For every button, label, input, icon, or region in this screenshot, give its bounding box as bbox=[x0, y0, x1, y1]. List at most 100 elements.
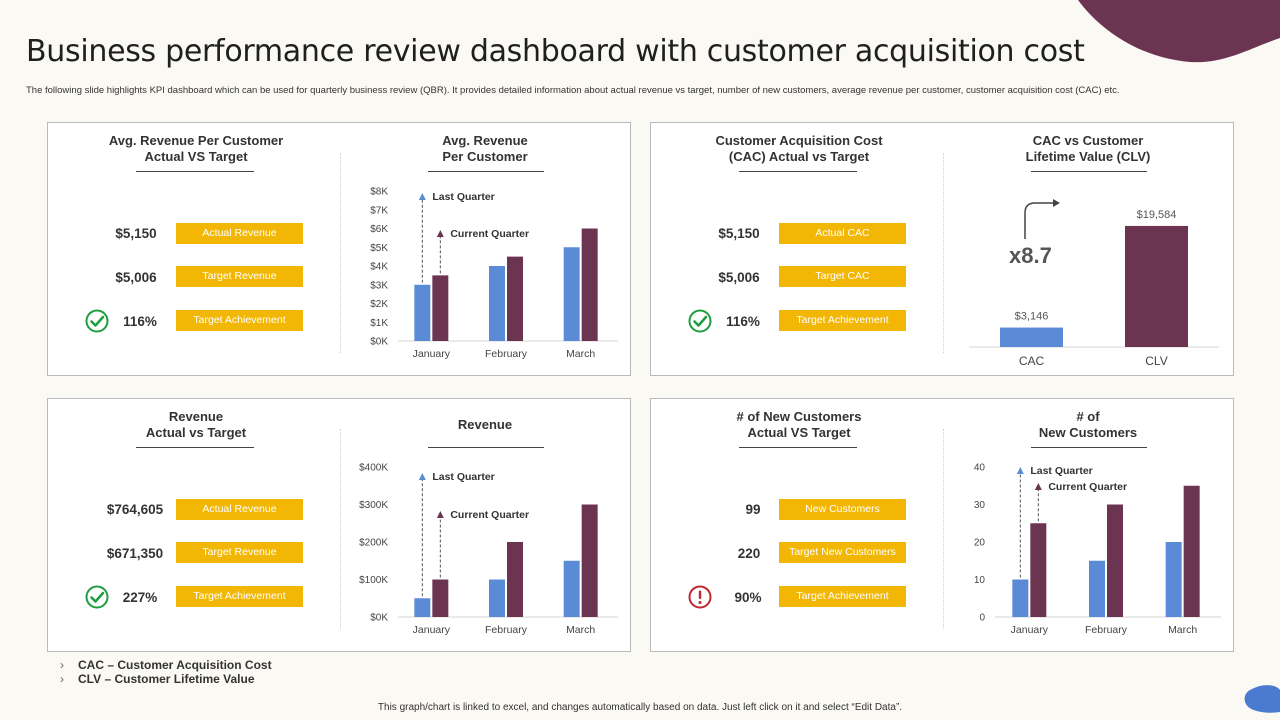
chart-title: Revenue bbox=[457, 417, 513, 432]
bar-cac bbox=[1000, 327, 1063, 347]
bar-current-quarter bbox=[432, 579, 449, 617]
title-underline bbox=[428, 447, 544, 448]
bar-last-quarter bbox=[1012, 579, 1029, 617]
kpi-label-target-achievement: Target Achievement bbox=[176, 586, 303, 607]
cac-clv-chart: $3,146 CAC $19,584 CLV bbox=[969, 209, 1219, 368]
kpi-label-target-achievement: Target Achievement bbox=[779, 586, 906, 607]
kpi-label-target-achievement: Target Achievement bbox=[779, 310, 906, 331]
note-item: › CAC – Customer Acquisition Cost bbox=[60, 658, 272, 672]
abbreviation-notes: › CAC – Customer Acquisition Cost › CLV – … bbox=[60, 658, 272, 686]
x-tick-label: February bbox=[485, 348, 528, 360]
x-tick-label: CLV bbox=[1145, 354, 1167, 368]
check-circle-icon bbox=[688, 309, 712, 333]
y-tick-label: $0K bbox=[370, 337, 388, 348]
title-underline bbox=[428, 171, 544, 172]
kpi-label-target-achievement: Target Achievement bbox=[176, 310, 303, 331]
chevron-right-icon: › bbox=[60, 658, 64, 672]
kpi-label-target-cac: Target CAC bbox=[779, 266, 906, 287]
x-tick-label: January bbox=[413, 348, 451, 360]
kpi-value: $5,006 bbox=[115, 270, 157, 285]
last-quarter-annotation-arrowhead bbox=[418, 473, 426, 480]
panel-divider bbox=[340, 153, 341, 353]
y-tick-label: $300K bbox=[359, 500, 388, 511]
y-tick-label: $200K bbox=[359, 538, 388, 549]
kpi-value: $671,350 bbox=[106, 546, 164, 561]
current-quarter-annotation-arrowhead bbox=[436, 511, 444, 518]
title-underline bbox=[1031, 447, 1147, 448]
bar-current-quarter bbox=[432, 275, 449, 341]
page-title: Business performance review dashboard wi… bbox=[26, 34, 1085, 69]
panel-new-customers: # of New Customers Actual VS Target # of… bbox=[650, 398, 1234, 652]
title-underline bbox=[1031, 171, 1147, 172]
y-tick-label: $1K bbox=[370, 318, 388, 329]
kpi-title: Revenue Actual vs Target bbox=[145, 409, 247, 440]
kpi-label-actual-revenue: Actual Revenue bbox=[176, 223, 303, 244]
kpi-label-target-new-customers: Target New Customers bbox=[779, 542, 906, 563]
y-tick-label: $2K bbox=[370, 299, 388, 310]
bar-current-quarter bbox=[1107, 504, 1123, 617]
y-tick-label: $7K bbox=[370, 205, 388, 216]
x-tick-label: CAC bbox=[1019, 354, 1045, 368]
last-quarter-annotation-arrowhead bbox=[1016, 467, 1024, 474]
kpi-value: 116% bbox=[726, 314, 760, 329]
note-item: › CLV – Customer Lifetime Value bbox=[60, 672, 272, 686]
kpi-title: Customer Acquisition Cost (CAC) Actual v… bbox=[715, 133, 883, 164]
bar-last-quarter bbox=[414, 284, 431, 341]
x-tick-label: February bbox=[485, 624, 528, 636]
kpi-value: $764,605 bbox=[106, 502, 164, 517]
kpi-label-actual-cac: Actual CAC bbox=[779, 223, 906, 244]
data-label: $3,146 bbox=[1015, 311, 1049, 323]
y-tick-label: $6K bbox=[370, 224, 388, 235]
kpi-value: $5,006 bbox=[718, 270, 760, 285]
bar-last-quarter bbox=[1089, 560, 1105, 617]
y-tick-label: 30 bbox=[974, 500, 986, 511]
x-tick-label: March bbox=[566, 624, 595, 636]
x-tick-label: January bbox=[1011, 624, 1049, 636]
title-underline bbox=[136, 171, 254, 172]
note-text: CAC – Customer Acquisition Cost bbox=[78, 658, 272, 672]
cac-clv-multiplier: x8.7 bbox=[1009, 243, 1052, 268]
data-label: $19,584 bbox=[1137, 209, 1177, 221]
bar-current-quarter bbox=[1030, 523, 1047, 617]
alert-circle-icon bbox=[688, 585, 712, 609]
panel-divider bbox=[340, 429, 341, 629]
y-tick-label: $400K bbox=[359, 463, 388, 474]
panel-divider bbox=[943, 153, 944, 353]
bar-last-quarter bbox=[489, 266, 505, 341]
new-customers-chart: 0 10 20 30 40 January February March Last Quarte… bbox=[974, 463, 1221, 636]
last-quarter-annotation-arrowhead bbox=[418, 193, 426, 200]
current-quarter-annotation-arrowhead bbox=[436, 230, 444, 237]
bar-current-quarter bbox=[581, 504, 598, 617]
last-quarter-annotation-label: Last Quarter bbox=[432, 471, 494, 483]
y-tick-label: $4K bbox=[370, 262, 388, 273]
kpi-value: $5,150 bbox=[718, 226, 760, 241]
current-quarter-annotation-label: Current Quarter bbox=[450, 228, 529, 240]
kpi-value: 99 bbox=[745, 502, 761, 517]
kpi-title: Avg. Revenue Per Customer Actual VS Targ… bbox=[108, 133, 284, 164]
chart-title: CAC vs Customer Lifetime Value (CLV) bbox=[1025, 133, 1151, 164]
kpi-label-actual-revenue: Actual Revenue bbox=[176, 499, 303, 520]
last-quarter-annotation-label: Last Quarter bbox=[432, 191, 494, 203]
title-underline bbox=[739, 171, 857, 172]
check-circle-icon bbox=[85, 309, 109, 333]
panel-revenue: Revenue Actual vs Target Revenue $764,60… bbox=[47, 398, 631, 652]
y-tick-label: 0 bbox=[979, 613, 985, 624]
y-tick-label: $8K bbox=[370, 187, 388, 198]
bar-last-quarter bbox=[1165, 542, 1182, 617]
kpi-value: 227% bbox=[122, 590, 158, 605]
bar-last-quarter bbox=[563, 247, 580, 341]
x-tick-label: March bbox=[1168, 624, 1197, 636]
bar-current-quarter bbox=[581, 228, 598, 341]
panel-cac: Customer Acquisition Cost (CAC) Actual v… bbox=[650, 122, 1234, 376]
current-quarter-annotation-arrowhead bbox=[1034, 483, 1042, 490]
bar-current-quarter bbox=[1183, 485, 1200, 617]
check-circle-icon bbox=[85, 585, 109, 609]
kpi-value: 220 bbox=[737, 546, 761, 561]
kpi-label-target-revenue: Target Revenue bbox=[176, 266, 303, 287]
chevron-right-icon: › bbox=[60, 672, 64, 686]
title-underline bbox=[136, 447, 254, 448]
bar-clv bbox=[1125, 225, 1188, 347]
revenue-chart: $0K $100K $200K $300K $400K January February Ma… bbox=[359, 463, 618, 636]
kpi-value: $5,150 bbox=[115, 226, 157, 241]
x-tick-label: January bbox=[413, 624, 451, 636]
